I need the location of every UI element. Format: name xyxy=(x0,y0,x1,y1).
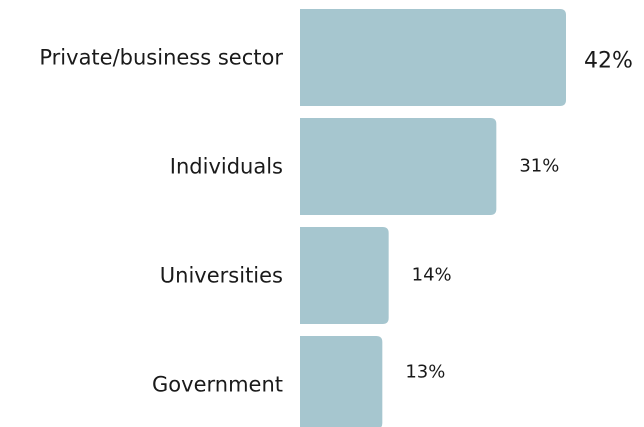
bar xyxy=(300,227,389,324)
bar xyxy=(300,9,566,106)
category-label: Individuals xyxy=(170,155,283,179)
category-label: Universities xyxy=(160,264,283,288)
category-label: Private/business sector xyxy=(39,46,283,70)
value-label: 42% xyxy=(584,49,633,74)
value-label: 14% xyxy=(412,265,452,286)
category-label: Government xyxy=(152,373,283,397)
value-label: 31% xyxy=(519,156,559,177)
bar xyxy=(300,336,383,427)
bar xyxy=(300,118,497,215)
value-label: 13% xyxy=(405,362,445,383)
